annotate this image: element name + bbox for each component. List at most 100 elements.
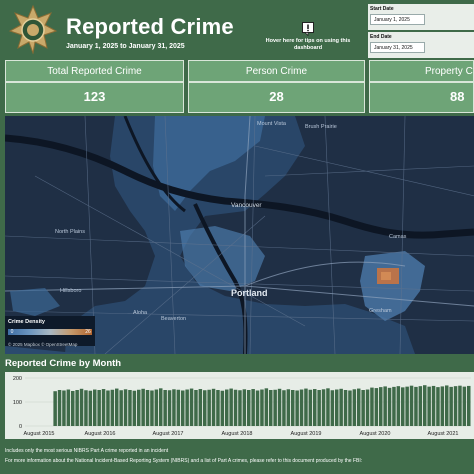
bar[interactable] [387, 387, 392, 426]
bar[interactable] [101, 389, 106, 426]
tips-hover-area[interactable]: Hover here for tips on using this dashbo… [258, 22, 358, 52]
bar[interactable] [357, 388, 361, 426]
bar[interactable] [251, 389, 255, 426]
bar[interactable] [176, 389, 181, 426]
bar[interactable] [154, 389, 159, 426]
bar[interactable] [211, 388, 216, 426]
bar[interactable] [88, 390, 93, 426]
bar[interactable] [57, 390, 62, 426]
bar[interactable] [392, 386, 396, 426]
bar[interactable] [97, 390, 101, 426]
kpi-total-reported-crime[interactable]: Total Reported Crime 123 [5, 60, 184, 113]
bar[interactable] [326, 388, 330, 426]
bar[interactable] [396, 386, 401, 426]
bar[interactable] [370, 387, 374, 426]
bar[interactable] [361, 390, 365, 426]
bar[interactable] [379, 387, 383, 426]
bar[interactable] [137, 389, 141, 426]
crime-density-map[interactable]: Mount Vista Brush Prairie Vancouver Nort… [5, 116, 474, 354]
bar[interactable] [401, 387, 405, 426]
bar[interactable] [233, 389, 238, 426]
bar[interactable] [106, 390, 110, 426]
bar[interactable] [414, 386, 418, 426]
bar[interactable] [291, 390, 295, 426]
bar[interactable] [299, 389, 304, 426]
bar[interactable] [159, 388, 163, 426]
bar[interactable] [383, 386, 387, 426]
bar[interactable] [330, 390, 335, 426]
bar[interactable] [365, 389, 370, 426]
bar[interactable] [132, 390, 137, 426]
bar[interactable] [445, 385, 449, 426]
bar[interactable] [308, 389, 313, 426]
bar[interactable] [75, 390, 79, 426]
bar[interactable] [79, 388, 84, 426]
bar[interactable] [216, 390, 220, 426]
bar[interactable] [198, 389, 203, 426]
bar[interactable] [260, 389, 264, 426]
bar[interactable] [467, 385, 471, 426]
bar[interactable] [352, 389, 357, 426]
bar[interactable] [269, 390, 273, 426]
bar[interactable] [436, 387, 440, 426]
bar[interactable] [423, 385, 427, 426]
bar[interactable] [238, 390, 242, 426]
bar[interactable] [53, 391, 57, 426]
bar[interactable] [462, 386, 467, 426]
bar[interactable] [71, 390, 75, 426]
bar[interactable] [374, 388, 379, 426]
bar[interactable] [264, 388, 269, 426]
bar[interactable] [62, 390, 66, 426]
bar[interactable] [418, 386, 423, 426]
bar[interactable] [220, 390, 225, 426]
bar[interactable] [440, 386, 445, 426]
bar[interactable] [145, 390, 150, 426]
bar[interactable] [207, 389, 211, 426]
bar[interactable] [255, 390, 260, 426]
bar[interactable] [313, 389, 317, 426]
bar[interactable] [277, 388, 282, 426]
monthly-crime-chart[interactable]: 200 100 0 August 2015 August 2016 August 2017… [5, 372, 474, 439]
bar[interactable] [453, 386, 458, 426]
bar[interactable] [123, 389, 128, 426]
bar[interactable] [172, 389, 176, 426]
bar[interactable] [141, 388, 145, 426]
bar[interactable] [458, 385, 462, 426]
bar[interactable] [225, 389, 229, 426]
bar[interactable] [286, 389, 291, 426]
bar[interactable] [194, 390, 198, 426]
bar[interactable] [247, 390, 251, 426]
bar[interactable] [409, 385, 414, 426]
bar[interactable] [431, 385, 436, 426]
bar[interactable] [343, 390, 348, 426]
bar[interactable] [282, 390, 286, 426]
bar[interactable] [335, 389, 339, 426]
bar[interactable] [339, 388, 343, 426]
bar[interactable] [321, 389, 326, 426]
start-date-input[interactable]: January 1, 2025 [370, 14, 425, 25]
bar[interactable] [189, 388, 194, 426]
bar[interactable] [348, 390, 352, 426]
bar[interactable] [449, 386, 453, 426]
bar[interactable] [150, 390, 154, 426]
bar[interactable] [304, 388, 308, 426]
kpi-person-crime[interactable]: Person Crime 28 [188, 60, 365, 113]
bar[interactable] [427, 386, 431, 426]
bar[interactable] [128, 390, 132, 426]
bar[interactable] [167, 390, 172, 426]
bar[interactable] [295, 390, 299, 426]
bar[interactable] [273, 389, 277, 426]
bar[interactable] [163, 390, 167, 426]
bar[interactable] [115, 388, 119, 426]
bar[interactable] [203, 390, 207, 426]
bar[interactable] [110, 389, 115, 426]
kpi-property-crime[interactable]: Property Crime 88 [369, 60, 474, 113]
bar[interactable] [93, 389, 97, 426]
bar[interactable] [229, 388, 233, 426]
bar[interactable] [119, 390, 123, 426]
end-date-input[interactable]: January 31, 2025 [370, 42, 425, 53]
bar[interactable] [317, 390, 321, 426]
bar[interactable] [66, 389, 71, 426]
bar[interactable] [242, 389, 247, 426]
bar[interactable] [185, 389, 189, 426]
